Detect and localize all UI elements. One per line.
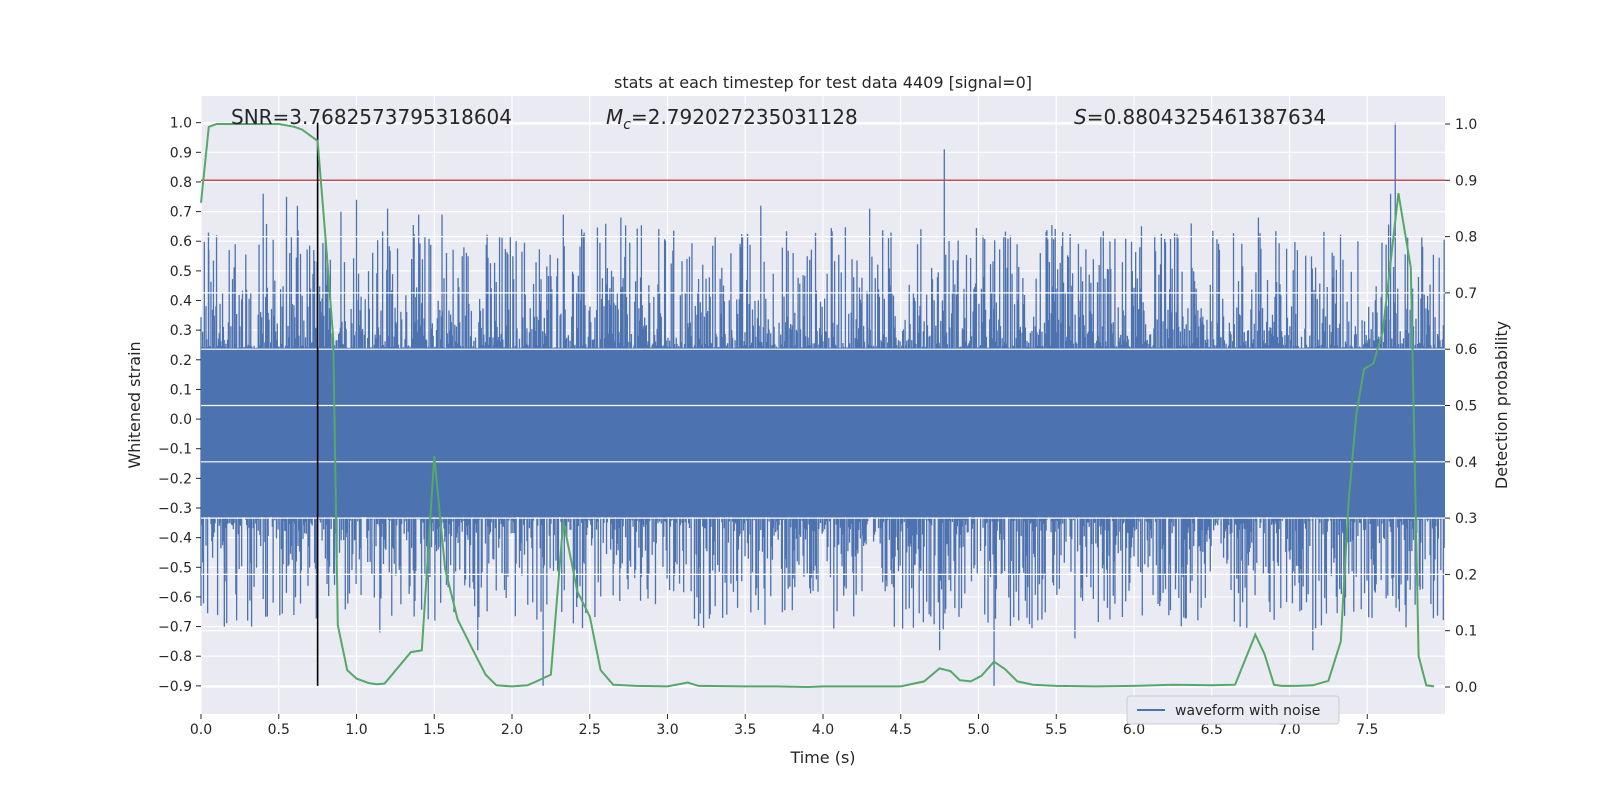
- chart-title: stats at each timestep for test data 440…: [614, 73, 1032, 92]
- chirp-mass-value: =2.792027235031128: [631, 105, 858, 129]
- detection-probability-line: [200, 123, 1435, 689]
- right-tick-label: 0.4: [1455, 455, 1477, 471]
- x-tick-label: 4.0: [812, 722, 834, 738]
- x-tick-label: 4.5: [890, 722, 912, 738]
- x-tick-label: 2.5: [579, 722, 601, 738]
- left-tick-label: 0.5: [170, 264, 192, 280]
- right-axis-label: Detection probability: [1492, 321, 1511, 489]
- x-tick-label: 1.0: [345, 722, 367, 738]
- right-tick-label: 0.2: [1455, 567, 1477, 583]
- left-tick-label: −0.2: [158, 471, 192, 487]
- x-tick-label: 0.5: [268, 722, 290, 738]
- legend: waveform with noise: [1126, 695, 1340, 725]
- left-tick-label: −0.6: [158, 590, 192, 606]
- left-tick-label: −0.9: [158, 679, 192, 695]
- legend-box: [1126, 695, 1340, 725]
- right-tick-label: 0.6: [1455, 342, 1477, 358]
- right-tick-label: 0.9: [1455, 173, 1477, 189]
- left-tick-label: −0.1: [158, 442, 192, 458]
- chirp-mass-subscript: c: [623, 117, 631, 133]
- x-tick-label: 7.0: [1278, 722, 1300, 738]
- x-tick-label: 3.0: [656, 722, 678, 738]
- legend-waveform-label: waveform with noise: [1175, 703, 1320, 719]
- x-tick-label: 7.5: [1356, 722, 1378, 738]
- left-tick-label: −0.8: [158, 649, 192, 665]
- right-tick-label: 0.8: [1455, 230, 1477, 246]
- left-tick-label: −0.3: [158, 501, 192, 517]
- chirp-mass-symbol: M: [606, 105, 623, 129]
- x-tick-label: 2.0: [501, 722, 523, 738]
- left-tick-label: −0.7: [158, 620, 192, 636]
- right-tick-label: 0.0: [1455, 680, 1477, 696]
- right-axis-ticks: 0.0 0.1 0.2 0.3 0.4 0.5 0.6 0.7 0.8 0.9 1.0: [1445, 117, 1477, 696]
- left-tick-label: −0.4: [158, 531, 192, 547]
- right-tick-label: 0.7: [1455, 286, 1477, 302]
- x-tick-label: 5.0: [967, 722, 989, 738]
- x-tick-label: 3.5: [734, 722, 756, 738]
- right-tick-label: 0.5: [1455, 399, 1477, 415]
- left-tick-label: 0.2: [170, 353, 192, 369]
- left-tick-label: 1.0: [170, 116, 192, 132]
- snr-annotation: SNR=3.7682573795318604: [231, 105, 512, 129]
- left-axis-ticks: −0.9 −0.8 −0.7 −0.6 −0.5 −0.4 −0.3 −0.2 −0.1 0.0 0…: [158, 116, 201, 695]
- left-tick-label: 0.9: [170, 145, 192, 161]
- s-annotation: S=0.8804325461387634: [1074, 105, 1326, 129]
- left-tick-label: 0.6: [170, 234, 192, 250]
- x-tick-label: 5.5: [1045, 722, 1067, 738]
- x-axis-label: Time (s): [789, 748, 855, 767]
- right-tick-label: 1.0: [1455, 117, 1477, 133]
- left-axis-label: Whitened strain: [125, 341, 144, 468]
- left-tick-label: 0.3: [170, 323, 192, 339]
- x-tick-label: 6.0: [1123, 722, 1145, 738]
- left-tick-label: 0.0: [170, 412, 192, 428]
- x-tick-label: 6.5: [1201, 722, 1223, 738]
- s-symbol: S: [1074, 105, 1087, 129]
- left-tick-label: 0.7: [170, 205, 192, 221]
- x-tick-label: 0.0: [190, 722, 212, 738]
- x-tick-label: 1.5: [423, 722, 445, 738]
- x-axis-ticks: 0.0 0.5 1.0 1.5 2.0 2.5 3.0 3.5 4.0 4.5 5.0 5.5 6.0 6…: [190, 714, 1378, 738]
- left-tick-label: 0.1: [170, 382, 192, 398]
- left-tick-label: 0.8: [170, 175, 192, 191]
- s-value: =0.8804325461387634: [1087, 105, 1326, 129]
- right-tick-label: 0.3: [1455, 511, 1477, 527]
- left-tick-label: 0.4: [170, 294, 192, 310]
- waveform-series: [200, 122, 1445, 686]
- chirp-mass-annotation: Mc=2.792027235031128: [606, 105, 858, 133]
- right-tick-label: 0.1: [1455, 624, 1477, 640]
- left-tick-label: −0.5: [158, 560, 192, 576]
